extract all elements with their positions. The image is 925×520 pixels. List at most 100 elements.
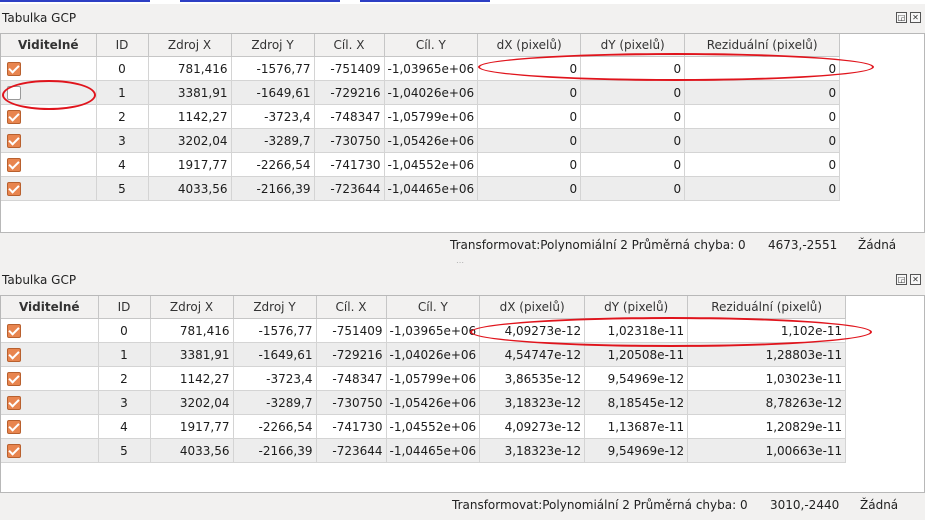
cell-source-y[interactable]: -1649,61 (233, 342, 317, 367)
col-dy[interactable]: dY (pixelů) (580, 34, 686, 57)
cell-dest-x[interactable]: -748347 (314, 104, 385, 129)
visible-checkbox-cell[interactable] (1, 128, 97, 153)
visible-checkbox-cell[interactable] (1, 414, 99, 439)
col-dx[interactable]: dX (pixelů) (477, 34, 582, 57)
col-dest-y[interactable]: Cíl. Y (386, 296, 481, 319)
cell-dest-y[interactable]: -1,04465e+06 (386, 438, 481, 463)
table-row[interactable]: 0 781,416 -1576,77 -751409 -1,03965e+06 4,092… (1, 318, 847, 343)
visible-checkbox[interactable] (7, 109, 21, 124)
visible-checkbox[interactable] (7, 323, 21, 338)
visible-checkbox[interactable] (7, 85, 21, 100)
visible-checkbox-cell[interactable] (1, 152, 97, 177)
col-id[interactable]: ID (96, 34, 149, 57)
table-row[interactable]: 3 3202,04 -3289,7 -730750 -1,05426e+06 0 0 0 (1, 128, 841, 153)
col-dest-y[interactable]: Cíl. Y (384, 34, 479, 57)
cell-dest-x[interactable]: -751409 (316, 318, 387, 343)
cell-dest-y[interactable]: -1,04026e+06 (384, 80, 479, 105)
col-id[interactable]: ID (98, 296, 151, 319)
cell-source-y[interactable]: -2166,39 (233, 438, 317, 463)
cell-source-y[interactable]: -3723,4 (231, 104, 315, 129)
col-dest-x[interactable]: Cíl. X (316, 296, 387, 319)
cell-dest-x[interactable]: -751409 (314, 56, 385, 81)
table-row[interactable]: 2 1142,27 -3723,4 -748347 -1,05799e+06 0 0 0 (1, 104, 841, 129)
visible-checkbox-cell[interactable] (1, 342, 99, 367)
cell-source-x[interactable]: 4033,56 (150, 438, 234, 463)
close-icon[interactable]: ✕ (910, 12, 921, 23)
cell-source-x[interactable]: 1917,77 (148, 152, 232, 177)
visible-checkbox-cell[interactable] (1, 366, 99, 391)
gcp-table[interactable]: Viditelné ID Zdroj X Zdroj Y Cíl. X Cíl.… (0, 295, 925, 493)
cell-source-y[interactable]: -3289,7 (233, 390, 317, 415)
visible-checkbox[interactable] (7, 61, 21, 76)
visible-checkbox-cell[interactable] (1, 390, 99, 415)
cell-source-x[interactable]: 781,416 (148, 56, 232, 81)
cell-source-y[interactable]: -1576,77 (233, 318, 317, 343)
cell-dest-y[interactable]: -1,05799e+06 (384, 104, 479, 129)
table-row[interactable]: 4 1917,77 -2266,54 -741730 -1,04552e+06 0 0 0 (1, 152, 841, 177)
col-dx[interactable]: dX (pixelů) (479, 296, 586, 319)
cell-dest-x[interactable]: -730750 (314, 128, 385, 153)
table-row[interactable]: 1 3381,91 -1649,61 -729216 -1,04026e+06 0 0 0 (1, 80, 841, 105)
cell-source-y[interactable]: -1576,77 (231, 56, 315, 81)
visible-checkbox-cell[interactable] (1, 104, 97, 129)
visible-checkbox[interactable] (7, 395, 21, 410)
cell-dest-y[interactable]: -1,03965e+06 (386, 318, 481, 343)
float-icon[interactable]: ◲ (896, 274, 907, 285)
cell-source-x[interactable]: 3381,91 (148, 80, 232, 105)
gcp-table[interactable]: Viditelné ID Zdroj X Zdroj Y Cíl. X Cíl.… (0, 33, 925, 233)
cell-source-y[interactable]: -2266,54 (233, 414, 317, 439)
cell-dest-x[interactable]: -729216 (316, 342, 387, 367)
cell-source-x[interactable]: 4033,56 (148, 176, 232, 201)
status-crs[interactable]: Žádná (860, 498, 899, 512)
cell-dest-x[interactable]: -741730 (314, 152, 385, 177)
cell-dest-y[interactable]: -1,04465e+06 (384, 176, 479, 201)
col-visible[interactable]: Viditelné (1, 296, 99, 319)
table-row[interactable]: 2 1142,27 -3723,4 -748347 -1,05799e+06 3,8653… (1, 366, 847, 391)
cell-source-y[interactable]: -3723,4 (233, 366, 317, 391)
cell-dest-y[interactable]: -1,04026e+06 (386, 342, 481, 367)
visible-checkbox[interactable] (7, 371, 21, 386)
visible-checkbox-cell[interactable] (1, 318, 99, 343)
cell-dest-x[interactable]: -729216 (314, 80, 385, 105)
cell-source-x[interactable]: 1142,27 (150, 366, 234, 391)
cell-dest-y[interactable]: -1,05426e+06 (384, 128, 479, 153)
cell-dest-x[interactable]: -730750 (316, 390, 387, 415)
cell-source-x[interactable]: 3202,04 (148, 128, 232, 153)
visible-checkbox[interactable] (7, 443, 21, 458)
cell-dest-y[interactable]: -1,04552e+06 (384, 152, 479, 177)
table-row[interactable]: 4 1917,77 -2266,54 -741730 -1,04552e+06 4,092… (1, 414, 847, 439)
col-dest-x[interactable]: Cíl. X (314, 34, 385, 57)
cell-dest-x[interactable]: -748347 (316, 366, 387, 391)
cell-source-x[interactable]: 781,416 (150, 318, 234, 343)
cell-source-y[interactable]: -3289,7 (231, 128, 315, 153)
cell-source-y[interactable]: -1649,61 (231, 80, 315, 105)
table-row[interactable]: 3 3202,04 -3289,7 -730750 -1,05426e+06 3,1832… (1, 390, 847, 415)
col-residual[interactable]: Reziduální (pixelů) (684, 34, 841, 57)
cell-dest-x[interactable]: -723644 (314, 176, 385, 201)
col-source-x[interactable]: Zdroj X (148, 34, 232, 57)
cell-source-x[interactable]: 3381,91 (150, 342, 234, 367)
visible-checkbox[interactable] (7, 157, 21, 172)
cell-dest-x[interactable]: -741730 (316, 414, 387, 439)
table-row[interactable]: 0 781,416 -1576,77 -751409 -1,03965e+06 0 0 0 (1, 56, 841, 81)
visible-checkbox[interactable] (7, 181, 21, 196)
col-dy[interactable]: dY (pixelů) (584, 296, 689, 319)
status-crs[interactable]: Žádná (858, 238, 897, 252)
float-icon[interactable]: ◲ (896, 12, 907, 23)
cell-dest-y[interactable]: -1,03965e+06 (384, 56, 479, 81)
table-row[interactable]: 5 4033,56 -2166,39 -723644 -1,04465e+06 3,183… (1, 438, 847, 463)
cell-source-y[interactable]: -2166,39 (231, 176, 315, 201)
cell-source-x[interactable]: 3202,04 (150, 390, 234, 415)
visible-checkbox[interactable] (7, 419, 21, 434)
visible-checkbox-cell[interactable] (1, 56, 97, 81)
visible-checkbox[interactable] (7, 347, 21, 362)
col-source-x[interactable]: Zdroj X (150, 296, 234, 319)
visible-checkbox-cell[interactable] (1, 80, 97, 105)
col-source-y[interactable]: Zdroj Y (231, 34, 315, 57)
visible-checkbox-cell[interactable] (1, 438, 99, 463)
visible-checkbox-cell[interactable] (1, 176, 97, 201)
table-row[interactable]: 1 3381,91 -1649,61 -729216 -1,04026e+06 4,547… (1, 342, 847, 367)
cell-dest-y[interactable]: -1,04552e+06 (386, 414, 481, 439)
close-icon[interactable]: ✕ (910, 274, 921, 285)
col-source-y[interactable]: Zdroj Y (233, 296, 317, 319)
